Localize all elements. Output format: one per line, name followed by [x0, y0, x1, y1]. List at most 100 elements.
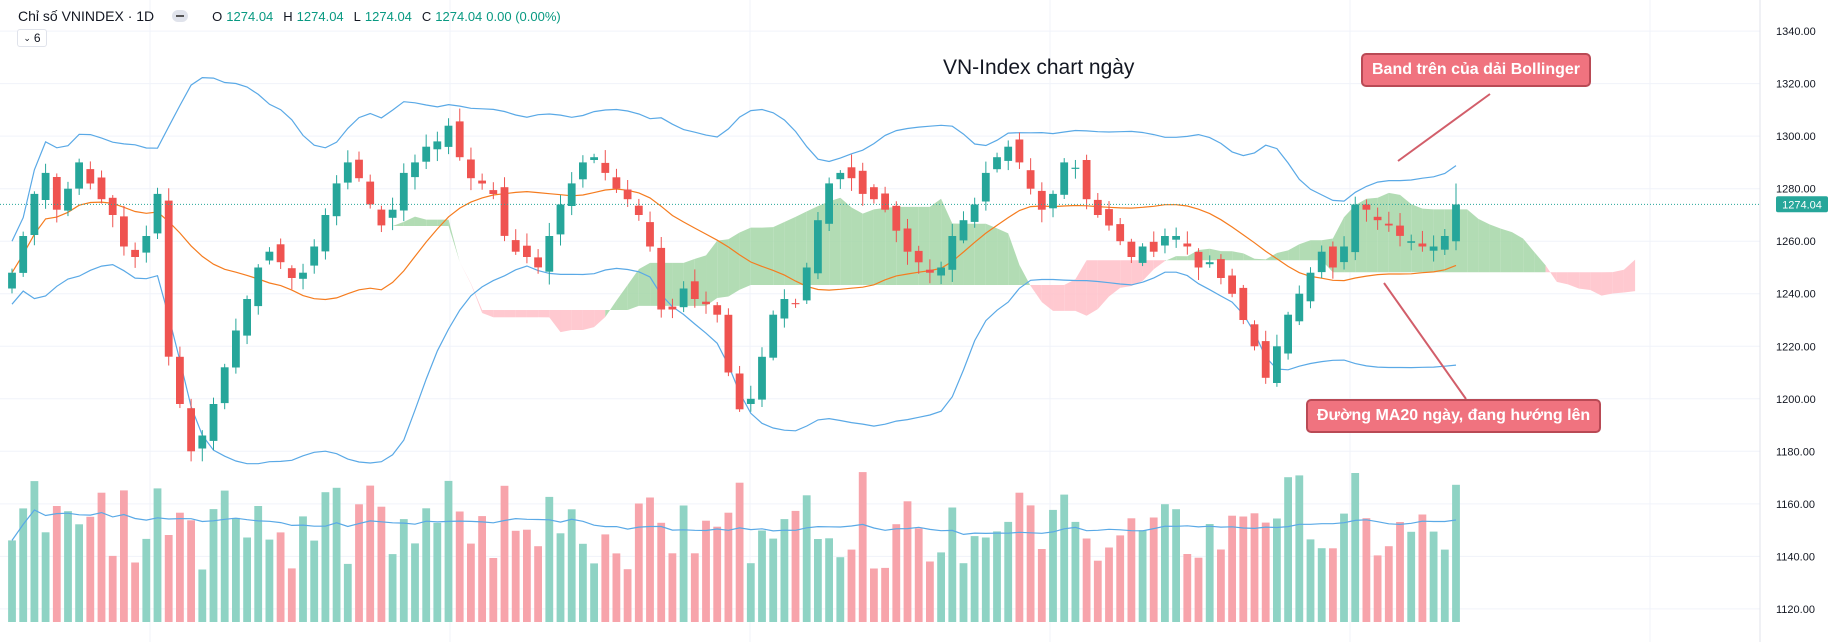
candle [232, 318, 240, 374]
candle [668, 298, 677, 319]
candle [310, 239, 319, 274]
cloud-segment [997, 228, 1009, 285]
cloud-segment [616, 284, 628, 311]
candle [825, 177, 833, 231]
symbol-title[interactable]: Chỉ số VNINDEX · 1D [18, 8, 155, 24]
candle-body [646, 222, 654, 247]
candle [1183, 231, 1192, 255]
visibility-icon[interactable] [172, 10, 189, 22]
candle [198, 430, 207, 462]
cloud-segment [638, 262, 651, 306]
volume-bar [489, 558, 498, 622]
candle-body [579, 162, 587, 180]
cloud-segment [493, 310, 505, 318]
chart-grid [0, 0, 1760, 642]
volume-bar [802, 495, 811, 622]
price-tick-label: 1140.00 [1776, 551, 1815, 563]
candle-body [1228, 275, 1236, 294]
volume-bar [1060, 494, 1069, 622]
cloud-segment [1366, 197, 1378, 273]
candle-body [1407, 241, 1416, 243]
volume-bar [355, 504, 363, 622]
volume-bar [1127, 518, 1136, 622]
volume-bar [511, 530, 520, 622]
candle-body [1452, 204, 1460, 242]
volume-bar [1440, 549, 1449, 622]
candle-body [1161, 236, 1169, 246]
cloud-segment [1075, 260, 1087, 316]
volume-bar [993, 531, 1001, 622]
volume-bar [590, 563, 598, 622]
volume-bar [232, 517, 240, 622]
candle-body [243, 299, 251, 336]
candle-body [612, 177, 621, 189]
candle-body [1183, 243, 1192, 247]
volume-bar [556, 533, 565, 622]
candle-body [713, 305, 722, 315]
candle [579, 155, 587, 188]
candle [243, 295, 251, 345]
candle [276, 238, 285, 269]
volume-bar [1183, 554, 1192, 622]
candle-body [1217, 259, 1225, 278]
candle-body [858, 170, 867, 194]
cloud-segment [392, 221, 404, 226]
volume-bar [926, 561, 934, 622]
candle-body [1071, 167, 1080, 169]
volume-bar [534, 546, 542, 622]
candle-body [948, 236, 957, 270]
cloud-segment [1131, 260, 1143, 286]
candle [321, 208, 330, 260]
candle [981, 161, 990, 211]
cloud-segment [1254, 258, 1266, 261]
price-axis[interactable]: 1340.00 1320.00 1300.00 1280.00 1260.00 1240.… [1776, 26, 1816, 616]
candle [814, 212, 822, 280]
candle [690, 269, 699, 308]
candle-body [1429, 246, 1438, 251]
candle-body [881, 193, 889, 210]
price-tick-label: 1260.00 [1776, 236, 1816, 248]
candle-body [1116, 224, 1125, 242]
candle [892, 201, 901, 243]
cloud-segment [1467, 209, 1479, 273]
volume-bar [187, 520, 195, 622]
cloud-segment [1567, 272, 1580, 289]
candle [870, 184, 878, 204]
volume-bar [1228, 515, 1236, 622]
cloud-segment [1176, 256, 1188, 261]
indicators-toggle-button[interactable]: ⌄ 6 [17, 29, 47, 47]
candle [1071, 159, 1080, 179]
candle [679, 281, 688, 313]
candle [1261, 330, 1270, 384]
volume-bar [1105, 547, 1113, 622]
cloud-segment [1276, 250, 1289, 261]
volume-bar [75, 524, 83, 622]
ma20-line [11, 188, 1457, 301]
volume-bar [433, 522, 442, 622]
volume-bar [455, 511, 464, 622]
volume-bar [523, 529, 531, 622]
cloud-segment [1030, 284, 1042, 303]
volume-bar [679, 505, 688, 622]
cloud-segment [515, 310, 527, 318]
candle [455, 108, 464, 161]
candle [1362, 199, 1371, 222]
candle [993, 152, 1001, 173]
candle [1172, 227, 1180, 248]
volume-bar [769, 538, 778, 622]
candle-body [1093, 199, 1102, 215]
volume-bar [545, 496, 554, 622]
candle [646, 211, 654, 252]
volume-bar [1015, 492, 1024, 622]
change-value: 0.00 (0.00%) [486, 8, 561, 24]
candle-body [455, 121, 464, 158]
candle-body [500, 187, 509, 236]
cloud-segment [1433, 209, 1445, 273]
candle-body [1105, 209, 1113, 226]
cloud-segment [538, 310, 550, 318]
candle [713, 302, 722, 323]
volume-bar [108, 555, 117, 622]
cloud-segment [594, 310, 606, 328]
candle-body [332, 183, 341, 217]
